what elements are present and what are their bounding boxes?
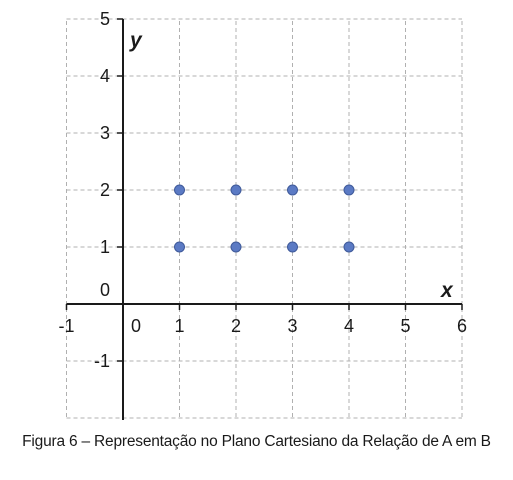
y-tick-label: 2 <box>100 180 110 200</box>
y-tick-label: 1 <box>100 237 110 257</box>
data-point <box>230 241 242 253</box>
x-tick-label: 4 <box>344 316 354 336</box>
x-tick-label: 3 <box>287 316 297 336</box>
y-tick-label: 4 <box>100 66 110 86</box>
tick-marks <box>65 18 463 362</box>
x-tick-label: 1 <box>174 316 184 336</box>
y-tick-label: 3 <box>100 123 110 143</box>
x-axis-label: x <box>440 279 454 302</box>
grid <box>66 18 463 420</box>
x-tick-label: 6 <box>457 316 467 336</box>
data-point <box>230 184 242 196</box>
data-point <box>343 184 355 196</box>
x-tick-label: 5 <box>400 316 410 336</box>
y-axis-label: y <box>129 29 143 52</box>
tick-labels: -1 0 1 2 3 4 5 6 -1 0 1 2 3 4 5 <box>58 9 467 371</box>
x-tick-label: 0 <box>131 316 141 336</box>
y-tick-label: 5 <box>100 9 110 29</box>
figure-caption: Figura 6 – Representação no Plano Cartes… <box>22 433 491 450</box>
data-point <box>287 184 298 196</box>
data-point <box>174 241 185 253</box>
y-tick-label: -1 <box>94 351 110 371</box>
x-tick-label: -1 <box>58 316 74 336</box>
axes <box>66 19 462 420</box>
data-points <box>174 184 355 253</box>
y-tick-label: 0 <box>100 280 110 300</box>
data-point <box>343 241 355 253</box>
data-point <box>174 184 185 196</box>
data-point <box>287 241 298 253</box>
x-tick-label: 2 <box>231 316 241 336</box>
